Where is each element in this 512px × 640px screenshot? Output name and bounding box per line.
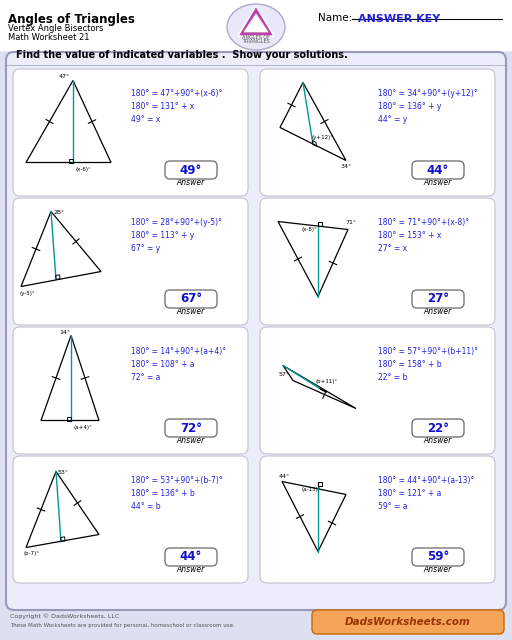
Text: 49°: 49° <box>180 163 202 177</box>
FancyBboxPatch shape <box>165 161 217 179</box>
FancyBboxPatch shape <box>260 198 495 325</box>
Polygon shape <box>244 14 268 32</box>
Text: 14°: 14° <box>59 330 70 335</box>
Text: 180° = 121° + a: 180° = 121° + a <box>378 489 441 498</box>
Text: 180° = 136° + b: 180° = 136° + b <box>131 489 195 498</box>
FancyBboxPatch shape <box>13 456 248 583</box>
Text: 180° = 131° + x: 180° = 131° + x <box>131 102 194 111</box>
FancyBboxPatch shape <box>260 69 495 196</box>
Text: Answer: Answer <box>424 178 452 187</box>
Text: 49° = x: 49° = x <box>131 115 160 124</box>
Text: (a+4)°: (a+4)° <box>73 424 92 429</box>
Text: ANSWER KEY: ANSWER KEY <box>358 14 440 24</box>
FancyBboxPatch shape <box>6 52 506 610</box>
Text: 180° = 34°+90°+(y+12)°: 180° = 34°+90°+(y+12)° <box>378 89 478 98</box>
FancyBboxPatch shape <box>13 198 248 325</box>
Text: 180° = 47°+90°+(x-6)°: 180° = 47°+90°+(x-6)° <box>131 89 222 98</box>
Text: 180° = 113° + y: 180° = 113° + y <box>131 231 194 240</box>
Text: 34°: 34° <box>341 164 352 170</box>
Text: ANGLES OF: ANGLES OF <box>242 35 270 40</box>
Ellipse shape <box>227 4 285 50</box>
Text: 44°: 44° <box>180 550 202 563</box>
FancyBboxPatch shape <box>412 161 464 179</box>
Text: 72°: 72° <box>180 422 202 435</box>
Text: 180° = 57°+90°+(b+11)°: 180° = 57°+90°+(b+11)° <box>378 347 478 356</box>
Text: Answer: Answer <box>177 178 205 187</box>
Text: 71°: 71° <box>345 221 356 225</box>
FancyBboxPatch shape <box>260 327 495 454</box>
Text: Vertex Angle Bisectors: Vertex Angle Bisectors <box>8 24 103 33</box>
Bar <box>0 0 512 50</box>
Text: Answer: Answer <box>424 436 452 445</box>
Text: 57°: 57° <box>279 371 290 376</box>
Text: 72° = a: 72° = a <box>131 373 160 382</box>
Text: Copyright © DadsWorksheets, LLC: Copyright © DadsWorksheets, LLC <box>10 613 119 619</box>
Text: 180° = 44°+90°+(a-13)°: 180° = 44°+90°+(a-13)° <box>378 476 475 485</box>
Text: 27°: 27° <box>427 292 449 305</box>
Text: 67° = y: 67° = y <box>131 244 160 253</box>
FancyBboxPatch shape <box>165 290 217 308</box>
Text: 53°: 53° <box>58 470 69 474</box>
Text: Answer: Answer <box>424 565 452 574</box>
Text: 22° = b: 22° = b <box>378 373 408 382</box>
Text: Answer: Answer <box>424 307 452 316</box>
Polygon shape <box>238 6 274 36</box>
Text: 59°: 59° <box>427 550 449 563</box>
Text: 180° = 136° + y: 180° = 136° + y <box>378 102 441 111</box>
Text: (b-7)°: (b-7)° <box>24 552 40 557</box>
Text: (b+11)°: (b+11)° <box>315 380 337 385</box>
Text: DadsWorksheets.com: DadsWorksheets.com <box>345 617 471 627</box>
Text: 67°: 67° <box>180 292 202 305</box>
Text: 180° = 28°+90°+(y-5)°: 180° = 28°+90°+(y-5)° <box>131 218 222 227</box>
Text: Find the value of indicated variables .  Show your solutions.: Find the value of indicated variables . … <box>16 50 348 60</box>
FancyBboxPatch shape <box>412 548 464 566</box>
Text: (y+12)°: (y+12)° <box>311 134 333 140</box>
Text: Math Worksheet 21: Math Worksheet 21 <box>8 33 90 42</box>
Text: Answer: Answer <box>177 436 205 445</box>
FancyBboxPatch shape <box>260 456 495 583</box>
Text: 22°: 22° <box>427 422 449 435</box>
FancyBboxPatch shape <box>412 290 464 308</box>
FancyBboxPatch shape <box>13 69 248 196</box>
Text: Answer: Answer <box>177 565 205 574</box>
Text: 59° = a: 59° = a <box>378 502 408 511</box>
Text: Answer: Answer <box>177 307 205 316</box>
Text: Name:: Name: <box>318 13 352 23</box>
Text: 44°: 44° <box>427 163 449 177</box>
Text: 44° = y: 44° = y <box>378 115 407 124</box>
FancyBboxPatch shape <box>412 419 464 437</box>
Text: 28°: 28° <box>54 209 65 214</box>
Text: 180° = 71°+90°+(x-8)°: 180° = 71°+90°+(x-8)° <box>378 218 469 227</box>
FancyBboxPatch shape <box>312 610 504 634</box>
Text: 180° = 153° + x: 180° = 153° + x <box>378 231 441 240</box>
Text: 180° = 14°+90°+(a+4)°: 180° = 14°+90°+(a+4)° <box>131 347 226 356</box>
Text: 180° = 53°+90°+(b-7)°: 180° = 53°+90°+(b-7)° <box>131 476 223 485</box>
FancyBboxPatch shape <box>165 548 217 566</box>
Text: 180° = 108° + a: 180° = 108° + a <box>131 360 195 369</box>
Text: 44° = b: 44° = b <box>131 502 161 511</box>
Text: TRIANGLES: TRIANGLES <box>242 39 270 44</box>
Text: 47°: 47° <box>59 74 70 79</box>
Text: 180° = 158° + b: 180° = 158° + b <box>378 360 442 369</box>
FancyBboxPatch shape <box>13 327 248 454</box>
Text: (x-8)°: (x-8)° <box>302 227 318 232</box>
Text: 44°: 44° <box>279 474 290 479</box>
Text: These Math Worksheets are provided for personal, homeschool or classroom use.: These Math Worksheets are provided for p… <box>10 623 234 628</box>
Text: 27° = x: 27° = x <box>378 244 407 253</box>
Text: (x-6)°: (x-6)° <box>75 168 91 173</box>
Text: (a-13)°: (a-13)° <box>302 488 322 493</box>
FancyBboxPatch shape <box>165 419 217 437</box>
Text: (y-5)°: (y-5)° <box>19 291 35 296</box>
Text: Angles of Triangles: Angles of Triangles <box>8 13 135 26</box>
